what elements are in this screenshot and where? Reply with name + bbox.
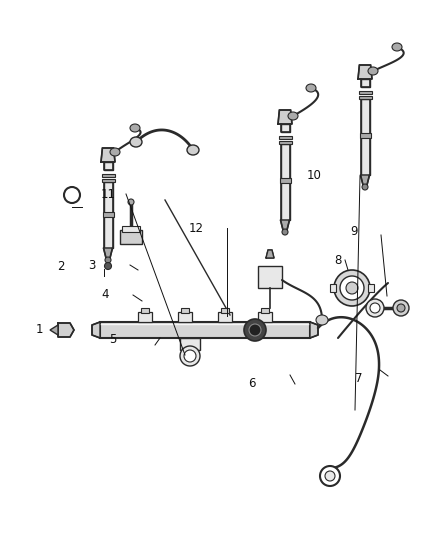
Bar — [102, 212, 113, 217]
Circle shape — [346, 282, 358, 294]
Bar — [279, 136, 292, 139]
Polygon shape — [280, 124, 290, 132]
Ellipse shape — [130, 124, 140, 132]
Bar — [180, 338, 200, 350]
Polygon shape — [358, 65, 372, 79]
Bar — [102, 174, 114, 177]
Text: 12: 12 — [188, 222, 203, 235]
Ellipse shape — [392, 43, 402, 51]
Bar — [141, 308, 149, 313]
Circle shape — [105, 262, 112, 270]
Circle shape — [393, 300, 409, 316]
Bar — [279, 141, 292, 144]
Polygon shape — [50, 325, 58, 335]
Bar — [120, 230, 142, 244]
Polygon shape — [103, 248, 113, 258]
Circle shape — [370, 303, 380, 313]
Circle shape — [64, 187, 80, 203]
Circle shape — [180, 346, 200, 366]
Circle shape — [128, 199, 134, 205]
Bar — [368, 284, 374, 292]
Circle shape — [362, 184, 368, 190]
Text: 11: 11 — [101, 188, 116, 201]
Bar — [258, 312, 272, 322]
Text: 9: 9 — [350, 225, 358, 238]
Polygon shape — [103, 162, 113, 170]
Bar — [360, 133, 371, 138]
Text: 2: 2 — [57, 260, 64, 273]
Bar — [221, 308, 229, 313]
Bar — [181, 308, 189, 313]
Polygon shape — [360, 175, 370, 185]
Ellipse shape — [110, 148, 120, 156]
Bar — [178, 312, 192, 322]
Polygon shape — [360, 99, 370, 175]
Bar — [122, 226, 140, 232]
Bar — [330, 284, 336, 292]
Polygon shape — [278, 110, 292, 124]
Circle shape — [334, 270, 370, 306]
Text: 7: 7 — [355, 372, 363, 385]
Text: 6: 6 — [248, 377, 256, 390]
Bar — [100, 322, 310, 338]
Ellipse shape — [288, 112, 298, 120]
Circle shape — [244, 319, 266, 341]
Text: 10: 10 — [307, 169, 322, 182]
Ellipse shape — [130, 137, 142, 147]
Bar — [261, 308, 269, 313]
Bar — [258, 266, 282, 288]
Polygon shape — [101, 148, 115, 162]
Circle shape — [340, 276, 364, 300]
Text: 1: 1 — [35, 323, 43, 336]
Circle shape — [320, 466, 340, 486]
Circle shape — [397, 304, 405, 312]
Circle shape — [184, 350, 196, 362]
Circle shape — [325, 471, 335, 481]
Polygon shape — [92, 322, 100, 338]
Polygon shape — [58, 323, 74, 337]
Circle shape — [249, 324, 261, 336]
Ellipse shape — [187, 145, 199, 155]
Bar — [218, 312, 232, 322]
Text: 5: 5 — [110, 333, 117, 346]
Bar — [138, 312, 152, 322]
Circle shape — [282, 229, 288, 235]
Polygon shape — [310, 322, 318, 338]
Circle shape — [105, 257, 111, 263]
Polygon shape — [280, 144, 290, 220]
Text: 3: 3 — [88, 259, 95, 272]
Bar — [102, 179, 114, 182]
Circle shape — [366, 299, 384, 317]
Ellipse shape — [316, 315, 328, 325]
Text: 8: 8 — [335, 254, 342, 266]
Ellipse shape — [368, 67, 378, 75]
Polygon shape — [280, 220, 290, 230]
Bar — [279, 178, 290, 183]
Bar — [358, 91, 371, 94]
Polygon shape — [103, 182, 113, 248]
Text: 4: 4 — [101, 288, 109, 301]
Polygon shape — [360, 79, 370, 87]
Bar — [358, 96, 371, 99]
Polygon shape — [266, 250, 274, 258]
Ellipse shape — [306, 84, 316, 92]
